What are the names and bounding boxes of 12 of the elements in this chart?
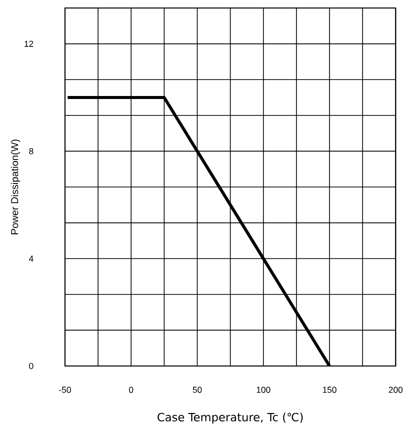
y-tick-label: 4	[29, 256, 34, 262]
x-tick-label: 0	[129, 386, 134, 393]
x-tick-label: 150	[322, 386, 336, 393]
y-tick-label: 8	[29, 148, 34, 154]
x-tick-label: -50	[59, 386, 71, 393]
y-tick-label: 12	[24, 40, 34, 47]
x-tick-label: 200	[388, 386, 403, 393]
x-tick-label: 50	[192, 386, 202, 393]
y-tick-label: 0	[29, 362, 34, 370]
x-axis-title: Case Temperature, Tc (℃)	[158, 412, 303, 424]
y-axis-title: Power Dissipation(W)	[10, 140, 20, 234]
x-tick-label: 100	[256, 386, 270, 393]
